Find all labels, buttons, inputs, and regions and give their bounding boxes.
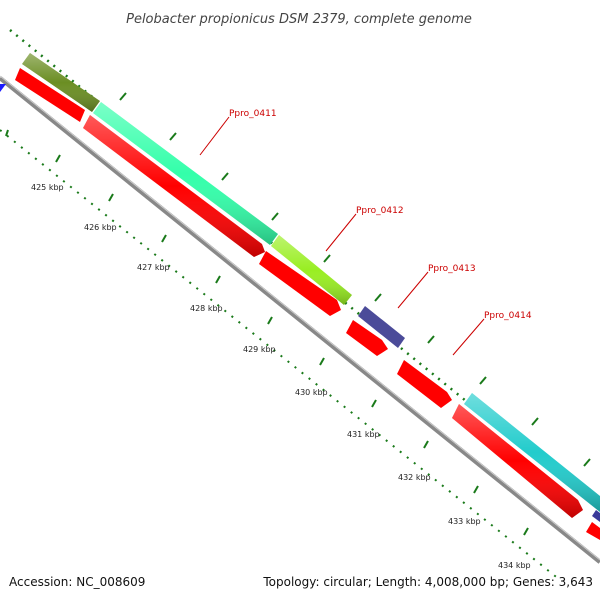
- gene-leader-line: [452, 318, 485, 356]
- tick-label: 431 kbp: [347, 430, 380, 439]
- cds-track: [0, 68, 600, 540]
- tick-label: 428 kbp: [190, 304, 223, 313]
- gene-label: Ppro_0414: [484, 311, 532, 321]
- scale-dotted-ring: [0, 129, 561, 581]
- feature-segment-blue: [592, 510, 600, 522]
- cds-arrow: [259, 251, 341, 316]
- gene-label: Ppro_0411: [229, 109, 277, 119]
- cds-arrow-shade: [83, 115, 265, 257]
- cds-arrow-shade: [452, 404, 583, 518]
- cds-arrow: [346, 320, 388, 356]
- feature-segment-lime-shade: [271, 235, 352, 305]
- tick-label: 425 kbp: [31, 183, 64, 192]
- feature-segment-olive-shade: [22, 53, 100, 112]
- feature-segment-indigo: [358, 306, 405, 348]
- gene-labels: Ppro_0411 Ppro_0412 Ppro_0413 Ppro_0414: [199, 109, 532, 356]
- accession-text: Accession: NC_008609: [9, 575, 145, 589]
- map-title: Pelobacter propionicus DSM 2379, complet…: [126, 12, 472, 27]
- gene-label: Ppro_0413: [428, 264, 476, 274]
- feature-segment-teal-shade: [93, 102, 278, 245]
- gene-leader-line: [397, 271, 429, 309]
- cds-arrow: [397, 360, 452, 408]
- feature-track: [22, 53, 600, 522]
- gene-leader-line: [325, 213, 357, 252]
- scale-labels: 425 kbp 426 kbp 427 kbp 428 kbp 429 kbp …: [31, 183, 531, 570]
- tick-label: 430 kbp: [295, 388, 328, 397]
- tick-label: 429 kbp: [243, 345, 276, 354]
- tick-label: 432 kbp: [398, 473, 431, 482]
- backbone-line: [0, 75, 600, 564]
- tick-label: 426 kbp: [84, 223, 117, 232]
- gene-leader-line: [199, 116, 230, 156]
- cds-arrow: [0, 84, 6, 92]
- feature-segment-cyan-shade: [464, 393, 600, 512]
- cds-arrow: [586, 522, 600, 540]
- tick-label: 427 kbp: [137, 263, 170, 272]
- genome-summary: Topology: circular; Length: 4,008,000 bp…: [262, 575, 593, 589]
- tick-label: 434 kbp: [498, 561, 531, 570]
- gene-label: Ppro_0412: [356, 206, 404, 216]
- tick-label: 433 kbp: [448, 517, 481, 526]
- cds-arrow: [15, 68, 85, 122]
- outer-ticks: [5, 92, 591, 536]
